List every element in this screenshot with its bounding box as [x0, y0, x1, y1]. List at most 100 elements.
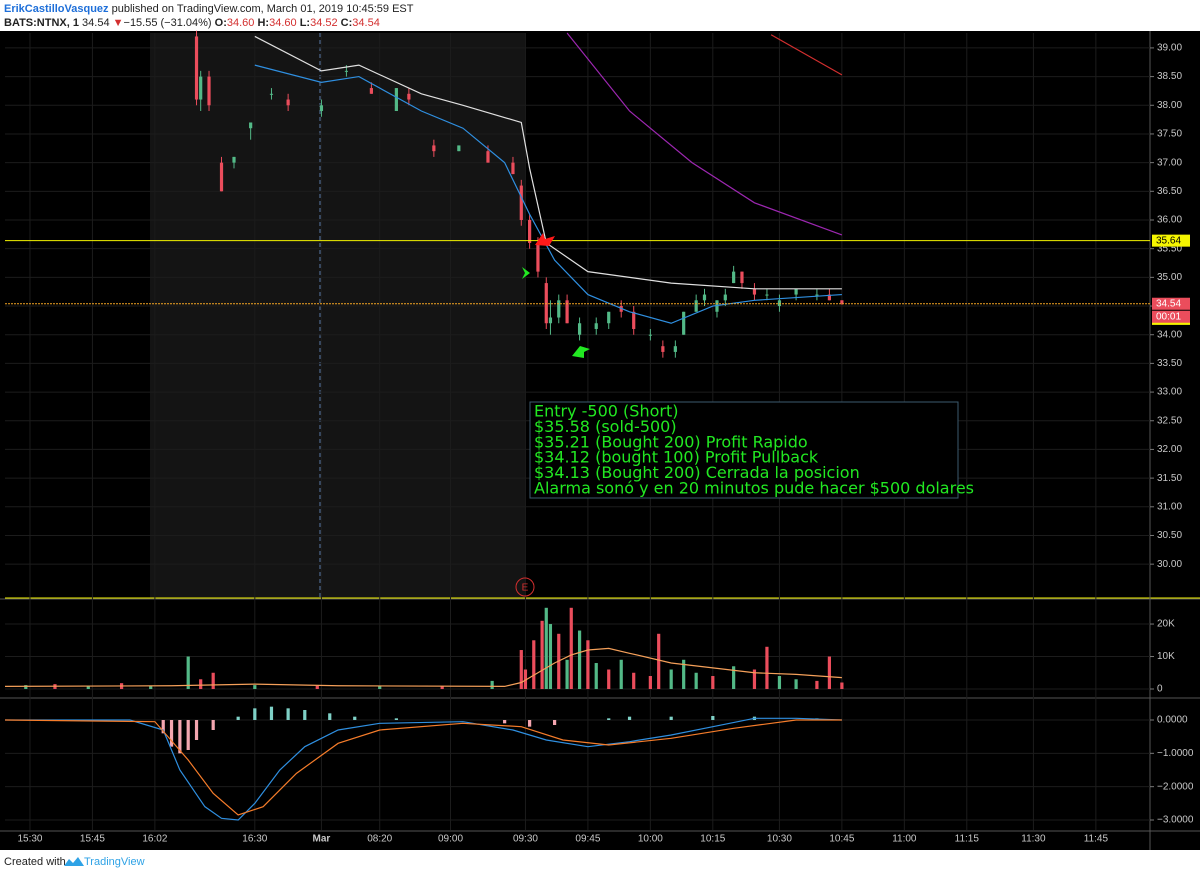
price-label: 35.64	[1156, 235, 1181, 246]
macd-histogram-bar	[607, 718, 611, 720]
candle-body	[536, 242, 540, 272]
macd-histogram-bar	[269, 706, 274, 720]
y-tick-label: 0.0000	[1157, 715, 1188, 726]
x-tick-label: 11:15	[955, 834, 980, 845]
price-label: 34.54	[1156, 298, 1181, 309]
header-line: ErikCastilloVasquez published on Trading…	[4, 3, 414, 15]
buy-arrow	[572, 346, 590, 358]
y-tick-label: 35.00	[1157, 272, 1182, 283]
change: −15.55 (−31.04%)	[124, 17, 212, 29]
candle-body	[394, 88, 398, 112]
y-tick-label: 20K	[1157, 619, 1175, 630]
x-tick-label: 10:45	[829, 834, 854, 845]
l-label: L:	[300, 17, 310, 29]
candle-body	[557, 300, 561, 318]
h-label: H:	[257, 17, 269, 29]
candle-body	[577, 323, 582, 335]
header-line: BATS:NTNX, 1 34.54 ▼−15.55 (−31.04%) O:3…	[4, 17, 380, 29]
candle-body	[199, 76, 203, 100]
y-tick-label: 10K	[1157, 651, 1175, 662]
indicator-line	[5, 717, 842, 821]
candle-body	[319, 105, 324, 112]
x-tick-label: 10:30	[767, 834, 792, 845]
volume-bar	[490, 680, 494, 690]
volume-bar	[632, 672, 636, 690]
y-tick-label: 31.50	[1157, 473, 1182, 484]
y-tick-label: −1.0000	[1157, 748, 1194, 759]
volume-bar	[765, 646, 769, 690]
published: published on TradingView.com, March 01, …	[112, 3, 414, 15]
volume-bar	[577, 630, 582, 690]
footer: Created with TradingView	[4, 856, 145, 868]
candle-body	[694, 300, 698, 312]
candle-body	[673, 346, 677, 352]
y-tick-label: 37.00	[1157, 157, 1182, 168]
candle-body	[827, 294, 831, 301]
volume-bar	[86, 685, 90, 690]
y-tick-label: 36.00	[1157, 215, 1182, 226]
event-marker-circle	[515, 577, 535, 597]
volume-bar	[519, 650, 523, 690]
candle-body	[249, 122, 253, 129]
volume-bar	[594, 663, 598, 690]
macd-histogram-bar	[328, 713, 332, 720]
candle-body	[528, 219, 532, 243]
volume-bar	[378, 686, 382, 690]
volume-bar	[777, 676, 782, 690]
indicator-line	[566, 32, 843, 236]
candle-body	[632, 311, 636, 329]
macd-histogram-bar	[161, 720, 165, 734]
c-label: C:	[341, 17, 353, 29]
price-label-bg	[1152, 234, 1190, 247]
volume-bar	[586, 640, 590, 690]
y-tick-label: −3.0000	[1157, 815, 1194, 826]
candle-body	[344, 70, 349, 72]
candle-body	[765, 294, 769, 296]
volume-bar	[24, 685, 28, 690]
volume-bar	[657, 633, 661, 690]
macd-histogram-bar	[253, 708, 257, 720]
y-tick-label: 35.50	[1157, 243, 1182, 254]
countdown: 00:01	[1156, 311, 1181, 322]
price-label-bg	[1152, 297, 1190, 310]
y-tick-label: 32.00	[1157, 444, 1182, 455]
macd-histogram-bar	[194, 720, 199, 740]
macd-histogram-bar	[303, 710, 307, 720]
candle-body	[607, 311, 611, 324]
volume-bar	[540, 620, 544, 690]
macd-histogram-bar	[669, 716, 673, 720]
annotation-line: $35.21 (Bought 200) Profit Rapido	[534, 432, 808, 451]
candle-body	[840, 300, 844, 304]
trade-arrows	[522, 233, 590, 358]
indicator-line	[4, 719, 842, 816]
volume-bar	[619, 659, 623, 690]
y-tick-label: 37.50	[1157, 129, 1182, 140]
y-tick-label: 33.50	[1157, 358, 1182, 369]
volume-bar	[569, 607, 573, 690]
y-tick-label: 38.00	[1157, 100, 1182, 111]
candle-body	[794, 288, 798, 295]
x-tick-label: 09:30	[513, 834, 538, 845]
brand: TradingView	[84, 856, 145, 868]
x-tick-label: 09:00	[438, 834, 463, 845]
macd-histogram-bar	[286, 708, 290, 720]
volume-bar	[607, 669, 611, 690]
candle-body	[661, 346, 665, 352]
volume-bar	[840, 682, 844, 690]
macd-histogram-bar	[711, 716, 715, 720]
x-tick-label: 11:30	[1021, 834, 1046, 845]
macd-histogram-bar	[528, 720, 532, 727]
volume-bar	[532, 640, 536, 690]
volume-bar	[669, 669, 673, 690]
sell-arrow	[535, 233, 555, 246]
volume-bar	[732, 666, 736, 690]
macd-histogram-bar	[169, 720, 174, 747]
macd-histogram-bar	[627, 716, 632, 720]
header: ErikCastilloVasquez published on Trading…	[4, 3, 414, 29]
candle-body	[286, 99, 290, 106]
x-tick-label: 09:45	[575, 834, 600, 845]
premarket-shade	[150, 33, 525, 598]
candle-body	[232, 156, 236, 163]
candle-body	[544, 283, 548, 324]
high: 34.60	[269, 17, 297, 29]
